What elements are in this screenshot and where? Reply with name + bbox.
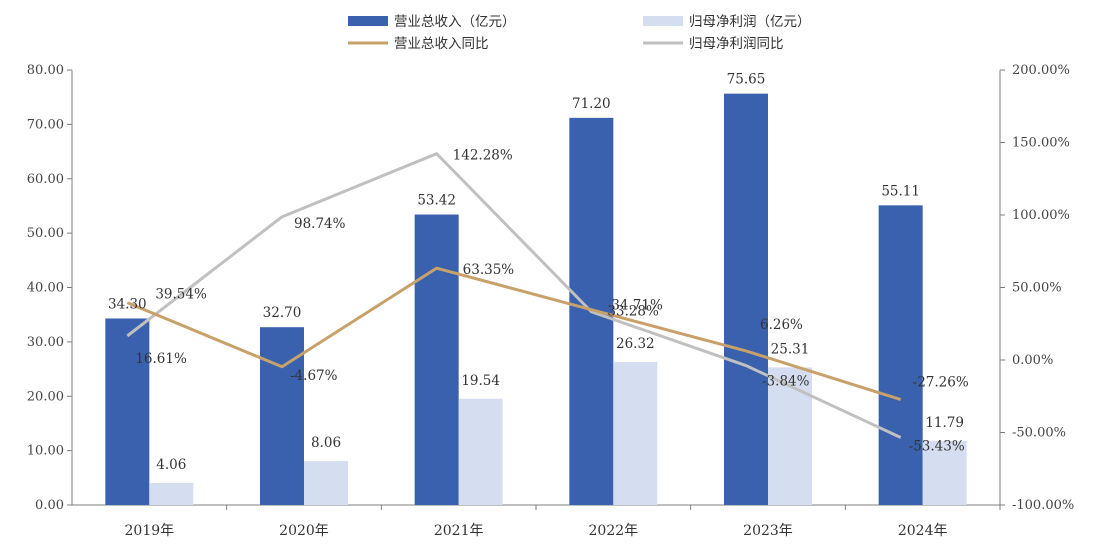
profit-bar-label: 4.06 <box>156 457 186 473</box>
profit-bar <box>613 361 658 505</box>
x-axis-tick-label: 2022年 <box>589 523 639 539</box>
revenue-bar-label: 55.11 <box>881 183 920 199</box>
left-axis-tick-label: 20.00 <box>27 389 64 404</box>
revenue-yoy-label: 34.71% <box>611 298 663 314</box>
left-axis-tick-label: 40.00 <box>27 281 64 296</box>
left-axis-tick-label: 30.00 <box>27 335 64 350</box>
left-axis-tick-label: 50.00 <box>27 226 64 241</box>
profit-yoy-label: -3.84% <box>762 374 810 390</box>
right-axis-tick-label: 0.00% <box>1012 353 1053 368</box>
revenue-bar <box>105 318 150 505</box>
left-axis-tick-label: 0.00 <box>35 498 64 513</box>
legend-label: 归母净利润同比 <box>689 35 784 52</box>
revenue-bar-label: 71.20 <box>572 96 611 112</box>
right-axis-tick-label: -50.00% <box>1012 426 1066 441</box>
profit-yoy-line <box>126 152 902 439</box>
revenue-bar <box>724 93 768 505</box>
revenue-yoy-label: 6.26% <box>760 317 803 333</box>
revenue-yoy-label: -27.26% <box>913 375 969 391</box>
legend-label: 归母净利润（亿元） <box>689 13 811 30</box>
revenue-bar <box>878 205 923 506</box>
legend-revenue-swatch <box>348 16 388 26</box>
x-axis-tick-label: 2019年 <box>125 523 175 539</box>
right-axis-tick-label: 200.00% <box>1012 63 1070 78</box>
profit-bar-label: 25.31 <box>771 341 810 357</box>
left-axis-tick-label: 10.00 <box>27 444 64 459</box>
profit-bar <box>922 440 967 505</box>
profit-bar <box>149 482 194 505</box>
profit-yoy-label: 33.28% <box>607 304 659 320</box>
right-axis-tick-label: 100.00% <box>1012 208 1070 223</box>
profit-bar-label: 26.32 <box>616 336 655 352</box>
profit-bar-label: 19.54 <box>461 373 500 389</box>
profit-bar <box>304 461 348 505</box>
profit-bar <box>768 367 812 505</box>
revenue-bar-label: 32.70 <box>263 305 302 321</box>
legend-profit-swatch <box>643 16 683 26</box>
revenue-yoy-line <box>126 266 902 401</box>
revenue-bar-label: 53.42 <box>417 193 456 209</box>
revenue-yoy-label: 39.54% <box>155 287 207 303</box>
x-axis-tick-label: 2023年 <box>743 523 793 539</box>
profit-yoy-label: 142.28% <box>453 148 513 164</box>
revenue-bar <box>414 214 459 505</box>
profit-yoy-label: 16.61% <box>135 351 187 367</box>
right-axis-tick-label: 50.00% <box>1012 281 1062 296</box>
x-axis-tick-label: 2020年 <box>279 523 329 539</box>
revenue-bar <box>260 327 304 505</box>
right-axis-tick-label: -100.00% <box>1012 498 1074 513</box>
revenue-yoy-label: -4.67% <box>290 368 338 384</box>
x-axis-tick-label: 2021年 <box>434 523 484 539</box>
legend-label: 营业总收入同比 <box>394 36 489 52</box>
x-axis-tick-label: 2024年 <box>898 523 948 539</box>
revenue-bar-label: 34.30 <box>108 296 147 312</box>
left-axis-tick-label: 80.00 <box>27 63 64 78</box>
left-axis-tick-label: 70.00 <box>27 117 64 132</box>
profit-bar-label: 8.06 <box>311 435 341 451</box>
revenue-bar-label: 75.65 <box>727 72 766 88</box>
right-axis-tick-label: 150.00% <box>1012 136 1070 151</box>
profit-yoy-label: 98.74% <box>294 216 346 232</box>
profit-bar-label: 11.79 <box>925 415 964 431</box>
profit-yoy-label: -53.43% <box>909 438 965 454</box>
left-axis-tick-label: 60.00 <box>27 172 64 187</box>
revenue-yoy-label: 63.35% <box>463 262 515 278</box>
legend-label: 营业总收入（亿元） <box>394 14 516 30</box>
profit-bar <box>458 398 503 505</box>
